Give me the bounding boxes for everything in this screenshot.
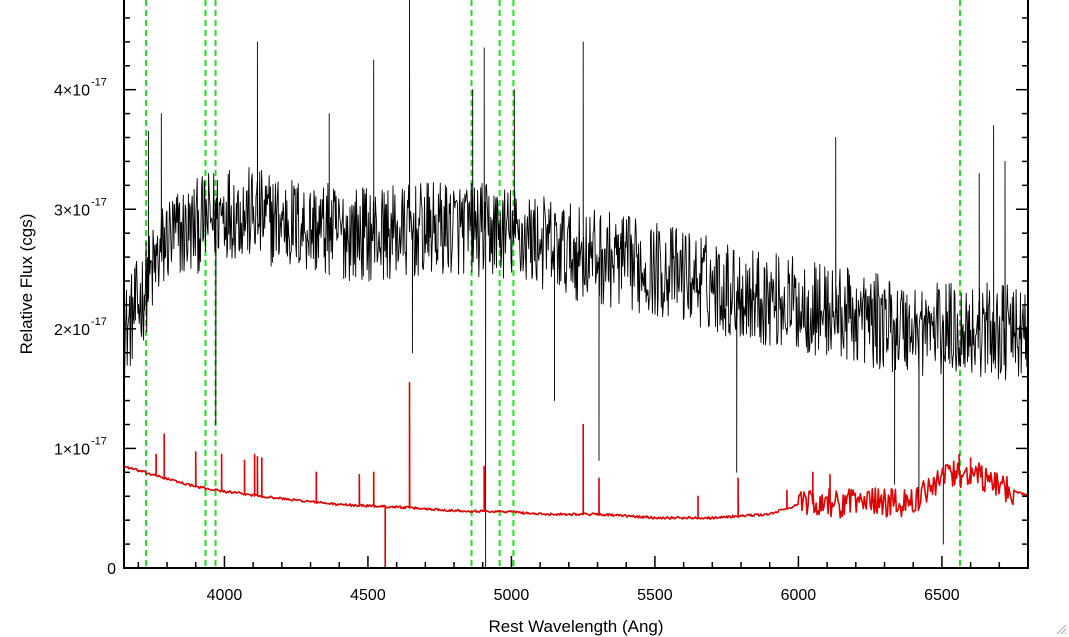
x-axis-ticks: 4000 4500 5000 5500 6000 6500	[137, 556, 1029, 604]
y-tick-exponent: -17	[91, 196, 107, 208]
resize-grip-icon[interactable]	[1053, 621, 1067, 635]
y-axis-title: Relative Flux (cgs)	[17, 214, 36, 355]
spectrum-series	[124, 0, 1028, 568]
x-tick-label: 6500	[924, 587, 960, 604]
y-tick-exponent: -17	[91, 435, 107, 447]
y-tick-exponent: -17	[91, 77, 107, 89]
y-tick-exponent: -17	[91, 316, 107, 328]
y-tick-label: 1×10	[54, 441, 90, 458]
emission-line-markers	[145, 0, 961, 568]
y-tick-label: 4×10	[54, 83, 90, 100]
plot-frame	[123, 0, 1029, 569]
plot-border	[123, 0, 1029, 569]
x-tick-label: 6000	[781, 587, 817, 604]
y-tick-label: 2×10	[54, 322, 90, 339]
x-tick-label: 5000	[494, 587, 530, 604]
x-axis-title: Rest Wavelength (Ang)	[488, 617, 663, 636]
series-line-1	[124, 0, 1028, 568]
series-line-2	[124, 381, 1028, 568]
x-tick-label: 4500	[350, 587, 386, 604]
x-tick-label: 4000	[207, 587, 243, 604]
x-tick-label: 5500	[637, 587, 673, 604]
y-tick-label: 0	[107, 561, 116, 578]
y-tick-label: 3×10	[54, 202, 90, 219]
y-axis-ticks: 01×10 -172×10 -173×10 -174×10 -17	[54, 17, 1028, 578]
